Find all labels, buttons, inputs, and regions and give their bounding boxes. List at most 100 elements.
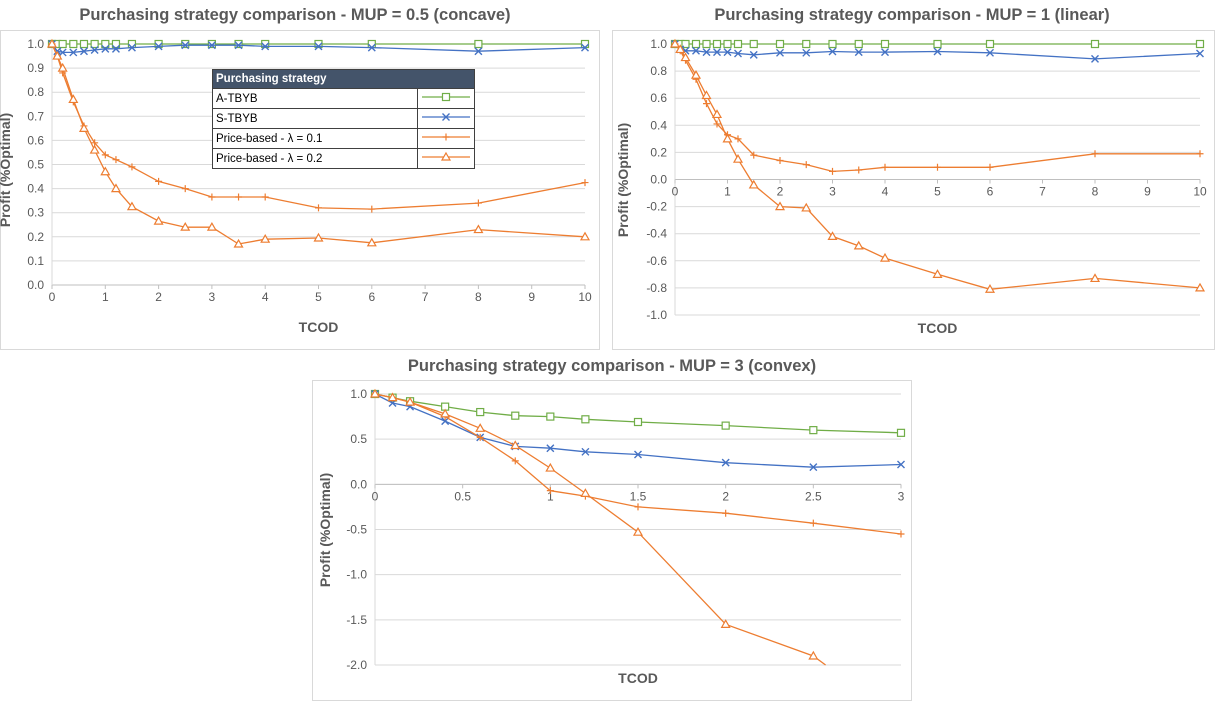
data-point-x	[854, 48, 863, 57]
data-point-triangle	[722, 133, 733, 143]
data-point-square	[775, 39, 785, 49]
data-point-triangle	[932, 269, 943, 278]
y-tick-label: 0.3	[27, 206, 44, 220]
data-point-square	[802, 39, 811, 49]
data-point-triangle	[808, 650, 819, 660]
data-point-triangle	[57, 62, 68, 72]
legend-title: Purchasing strategy	[212, 69, 475, 89]
legend-marker-triangle	[440, 151, 452, 161]
data-point-x	[181, 41, 190, 50]
data-point-triangle	[510, 440, 521, 450]
data-point-plus	[155, 177, 163, 185]
data-point-square	[933, 39, 942, 49]
data-point-triangle	[579, 231, 591, 241]
data-point-square	[691, 39, 701, 49]
data-point-square	[90, 39, 99, 49]
data-point-square	[207, 39, 216, 49]
data-point-plus	[368, 205, 376, 213]
data-point-triangle	[89, 144, 100, 154]
chart-area-border	[312, 380, 912, 701]
data-point-square	[581, 415, 590, 424]
data-point-plus	[802, 161, 810, 169]
x-tick-label: 8	[475, 290, 482, 304]
data-point-square	[723, 39, 732, 49]
data-point-square	[702, 39, 711, 49]
legend-entry: A-TBYB	[212, 88, 475, 109]
data-point-plus	[181, 185, 189, 193]
data-point-triangle	[701, 90, 712, 100]
data-point-triangle	[827, 231, 838, 241]
legend-header-row: Purchasing strategy	[212, 69, 475, 89]
chart-2-title: Purchasing strategy comparison - MUP = 1…	[714, 6, 1110, 24]
y-tick-label: -1.0	[346, 568, 367, 582]
data-point-triangle	[260, 234, 271, 243]
data-point-plus	[208, 193, 216, 201]
legend-entry: S-TBYB	[212, 108, 475, 129]
data-point-square	[733, 39, 743, 49]
x-tick-label: 0	[672, 185, 679, 199]
x-axis-title: TCOD	[618, 670, 658, 686]
data-point-plus	[476, 433, 484, 441]
y-axis-title: Profit (%Optimal)	[615, 123, 631, 237]
y-tick-label: 0.0	[350, 477, 367, 491]
data-point-square	[546, 412, 555, 421]
x-tick-label: 2.5	[805, 489, 822, 503]
data-point-plus	[703, 100, 710, 108]
data-point-x	[802, 48, 811, 57]
data-point-triangle	[984, 284, 996, 293]
data-point-x	[721, 458, 730, 467]
legend-marker-x	[442, 113, 450, 121]
data-point-plus	[986, 163, 994, 171]
data-point-square	[721, 421, 730, 430]
data-point-x	[207, 41, 216, 50]
x-tick-label: 2	[722, 489, 729, 503]
y-tick-label: 0.4	[27, 182, 44, 196]
data-point-x	[749, 50, 758, 59]
data-point-triangle	[405, 396, 416, 406]
data-point-plus	[474, 199, 482, 207]
x-tick-label: 6	[987, 185, 994, 199]
data-point-triangle	[110, 183, 121, 193]
data-point-x	[581, 43, 589, 52]
data-point-square	[476, 407, 485, 417]
data-point-square	[474, 39, 483, 49]
data-point-square	[896, 428, 906, 437]
y-tick-label: 0.6	[27, 133, 44, 147]
y-tick-label: 0.0	[27, 278, 44, 292]
data-point-triangle	[475, 423, 486, 432]
y-tick-label: 0.8	[650, 64, 667, 78]
series-line-2	[374, 393, 902, 468]
x-tick-label: 1	[547, 489, 554, 503]
data-point-triangle	[387, 392, 398, 402]
y-tick-label: -1.5	[346, 613, 367, 627]
data-point-plus	[776, 157, 784, 165]
data-point-square	[58, 39, 67, 49]
x-tick-label: 0	[372, 489, 379, 503]
data-point-square	[181, 39, 190, 49]
x-tick-label: 5	[315, 290, 322, 304]
data-point-square	[367, 39, 376, 49]
data-point-triangle	[126, 201, 137, 211]
x-tick-label: 5	[934, 185, 941, 199]
data-point-plus	[934, 163, 941, 171]
x-tick-label: 2	[777, 185, 784, 199]
y-tick-label: 0.8	[27, 85, 44, 99]
legend-label-price-02: Price-based - λ = 0.2	[212, 148, 418, 169]
data-point-x	[69, 48, 78, 57]
y-axis-title: Profit (%Optimal)	[0, 113, 13, 227]
data-point-x	[111, 44, 120, 53]
data-point-plus	[112, 156, 120, 164]
chart-2: -1.0 -0.8 -0.6 -0.4 -0.2 0.0 0.2 0.4 0.6 0.8 1.0 0 1…	[612, 30, 1215, 350]
data-point-triangle	[545, 462, 556, 472]
y-tick-label: -1.0	[646, 308, 667, 322]
x-tick-label: 1	[724, 185, 731, 199]
data-point-triangle	[1089, 273, 1101, 283]
data-point-triangle	[774, 201, 786, 211]
legend-symbol-s-tbyb	[417, 108, 475, 129]
data-point-triangle	[46, 38, 58, 48]
data-point-plus	[897, 530, 905, 538]
x-tick-label: 9	[528, 290, 535, 304]
y-tick-label: 0.2	[27, 230, 44, 244]
legend-marker-square	[441, 92, 451, 102]
data-point-x	[634, 450, 642, 459]
